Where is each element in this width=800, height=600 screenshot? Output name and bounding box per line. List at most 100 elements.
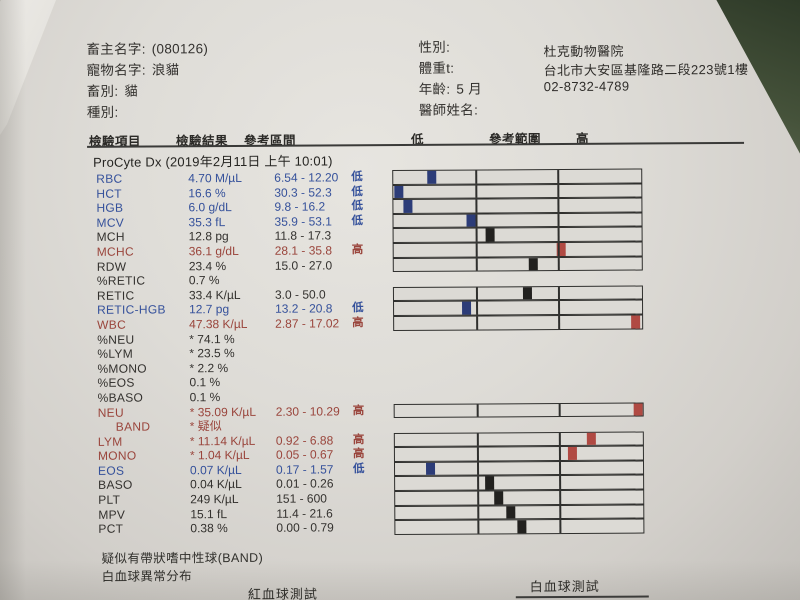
species-value: 貓 <box>124 83 139 99</box>
reference-range: 9.8 - 16.2 <box>274 199 326 214</box>
test-result: 0.7 % <box>188 273 220 288</box>
results-rows: RBC 4.70 M/µL 6.54 - 12.20 低 HCT 16.6 % … <box>87 168 689 537</box>
pet-name-value: 浪貓 <box>151 62 180 78</box>
test-name: %LYM <box>97 346 134 361</box>
reference-range: 3.0 - 50.0 <box>274 287 326 302</box>
reference-range-bar <box>392 168 643 185</box>
abnormal-flag: 高 <box>352 317 364 330</box>
reference-range: 15.0 - 27.0 <box>274 257 333 273</box>
owner-name-value: (080126) <box>151 41 209 57</box>
weight-label: 體重t: <box>418 60 455 76</box>
abnormal-flag: 低 <box>351 215 364 228</box>
test-name: %EOS <box>97 375 135 391</box>
weight-line: 體重t: <box>419 57 461 77</box>
test-result: * 疑似 <box>189 419 222 434</box>
test-result: 36.1 g/dL <box>188 243 239 259</box>
test-result: 0.04 K/µL <box>190 477 242 492</box>
test-result: 12.7 pg <box>189 302 230 317</box>
test-result: 35.3 fL <box>188 214 226 230</box>
test-name: %BASO <box>97 390 144 405</box>
clinic-name: 杜克動物醫院 <box>543 43 624 60</box>
vet-name-line: 醫師姓名: <box>419 98 484 118</box>
test-result: 6.0 g/dL <box>188 200 232 215</box>
age-label: 年齡: <box>418 81 451 97</box>
range-marker <box>394 184 404 200</box>
abnormal-flag: 低 <box>351 171 363 184</box>
reference-range-bar <box>392 241 643 258</box>
range-marker <box>523 285 533 302</box>
test-name: EOS <box>97 463 125 478</box>
reference-range: 0.00 - 0.79 <box>276 520 334 536</box>
reference-range: 0.05 - 0.67 <box>275 447 334 463</box>
footnote-band: 疑似有帶狀嗜中性球(BAND) <box>101 550 264 566</box>
test-name: %NEU <box>97 332 135 347</box>
reference-range-bar <box>393 460 645 477</box>
section-title-procyte: ProCyte Dx (2019年2月11日 上午 10:01) <box>93 153 333 170</box>
test-result: 0.38 % <box>190 521 228 536</box>
footer-label-wbc-test: 白血球測試 <box>529 578 600 595</box>
test-result: 0.1 % <box>189 390 221 405</box>
reference-range-bar <box>392 256 643 273</box>
range-marker <box>426 461 436 477</box>
test-name: %RETIC <box>96 273 146 289</box>
test-result: 33.4 K/µL <box>188 287 241 303</box>
range-marker <box>461 300 472 316</box>
bottom-edge-shadow <box>0 560 800 600</box>
reference-range-bar <box>393 445 644 462</box>
test-result: 15.1 fL <box>190 506 228 521</box>
abnormal-flag: 高 <box>352 404 365 417</box>
test-result: * 1.04 K/µL <box>189 448 250 463</box>
test-result: * 35.09 K/µL <box>189 404 257 419</box>
range-marker <box>403 199 413 214</box>
test-name: BAND <box>115 419 151 434</box>
species-line: 畜別: 貓 <box>87 80 139 100</box>
range-marker <box>567 446 578 462</box>
test-result: 249 K/µL <box>190 492 239 507</box>
range-marker <box>556 241 566 258</box>
test-result: 0.07 K/µL <box>189 462 242 478</box>
footer-label-rbc-test: 紅血球測試 <box>247 586 318 600</box>
reference-range-bar <box>393 402 644 419</box>
abnormal-flag: 低 <box>352 463 365 476</box>
test-name: MCHC <box>96 244 134 259</box>
footnote-wbc-distribution: 白血球異常分布 <box>101 569 193 584</box>
range-marker <box>426 169 436 185</box>
test-name: HCT <box>96 186 122 201</box>
abnormal-flag: 低 <box>351 200 363 213</box>
reference-range-bar <box>394 504 645 521</box>
reference-range: 2.87 - 17.02 <box>275 316 340 331</box>
reference-range: 11.4 - 21.6 <box>276 506 333 521</box>
reference-range: 28.1 - 35.8 <box>274 243 333 258</box>
test-result: 4.70 M/µL <box>188 170 242 186</box>
sex-label: 性別: <box>418 39 451 55</box>
test-name: MCH <box>96 230 125 245</box>
test-name: BASO <box>98 478 133 493</box>
test-name: PLT <box>98 492 121 507</box>
reference-range-bar <box>394 518 645 535</box>
reference-range-bar <box>392 285 644 302</box>
abnormal-flag: 低 <box>352 302 364 315</box>
reference-range: 13.2 - 20.8 <box>275 301 333 317</box>
range-marker <box>493 490 503 506</box>
test-result: 12.8 pg <box>188 229 229 244</box>
reference-range-bar <box>393 431 644 448</box>
test-name: %MONO <box>97 361 147 376</box>
test-result: 16.6 % <box>188 185 226 200</box>
test-result: 47.38 K/µL <box>189 316 248 332</box>
test-name: RBC <box>96 171 123 186</box>
reference-range-bar <box>392 226 643 244</box>
test-name: RETIC <box>96 288 135 303</box>
left-edge-shadow <box>0 0 26 600</box>
reference-range: 0.92 - 6.88 <box>275 433 334 448</box>
test-name: WBC <box>97 317 127 332</box>
reference-range: 11.8 - 17.3 <box>274 228 332 244</box>
test-name: MCV <box>96 215 125 230</box>
reference-range: 35.9 - 53.1 <box>274 214 332 229</box>
test-result: * 74.1 % <box>189 331 235 346</box>
test-name: NEU <box>97 405 124 420</box>
age-value: 5 月 <box>456 81 483 97</box>
test-result: * 2.2 % <box>189 360 229 376</box>
range-marker <box>484 475 494 492</box>
result-row: PCT 0.38 % 0.00 - 0.79 <box>89 518 689 536</box>
